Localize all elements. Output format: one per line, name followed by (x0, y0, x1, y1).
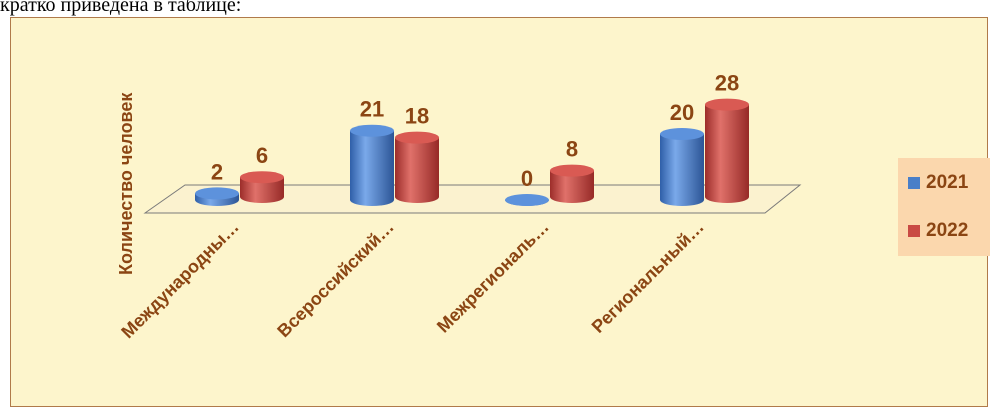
data-label-2022-2: 8 (566, 137, 578, 162)
data-label-2021-3: 20 (670, 100, 694, 125)
category-label-2: Межрегиональ… (433, 217, 553, 337)
category-label-3: Региональный… (588, 217, 708, 337)
data-label-2021-2: 0 (521, 166, 533, 191)
bar-2021-1 (350, 124, 394, 206)
category-label-0: Международны… (117, 217, 243, 343)
data-label-2021-1: 21 (360, 97, 384, 122)
bar-2022-3 (705, 98, 749, 203)
legend: 2021 2022 (898, 158, 990, 256)
bar-2021-0 (195, 187, 239, 206)
bar-2021-2 (505, 194, 549, 206)
legend-item-2021: 2021 (908, 172, 968, 194)
legend-item-2022: 2022 (908, 220, 968, 242)
bar-2022-0 (240, 171, 284, 203)
data-label-2021-0: 2 (211, 159, 223, 184)
bar-2022-1 (395, 131, 439, 203)
floor-plane (143, 184, 802, 214)
legend-swatch-2022 (908, 225, 920, 237)
category-label-1: Всероссийский… (273, 217, 398, 342)
bars-group (195, 98, 749, 206)
data-label-2022-0: 6 (256, 143, 268, 168)
legend-swatch-2021 (908, 177, 920, 189)
bar-2021-3 (660, 128, 704, 206)
legend-label-2022: 2022 (926, 220, 969, 241)
bar-2022-2 (550, 164, 594, 203)
y-axis-label: Количество человек (116, 92, 136, 275)
data-label-2022-1: 18 (405, 104, 429, 129)
top-text: кратко приведена в таблице: (0, 0, 242, 16)
legend-label-2021: 2021 (926, 172, 969, 193)
data-label-2022-3: 28 (715, 71, 739, 96)
chart-floor (143, 184, 802, 214)
